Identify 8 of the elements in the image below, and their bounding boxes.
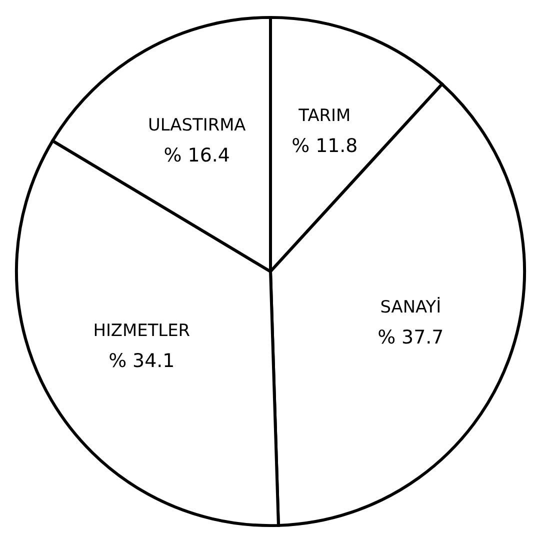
slice-label: HIZMETLER xyxy=(93,320,190,340)
slice-label: TARIM xyxy=(298,105,351,126)
data-label: % 34.1 xyxy=(108,350,175,372)
data-label: % 37.7 xyxy=(378,326,444,348)
data-label: % 16.4 xyxy=(164,144,230,166)
data-label: % 11.8 xyxy=(292,135,358,158)
slice-label: SANAYİ xyxy=(380,296,442,316)
slice-label: ULASTIRMA xyxy=(148,114,246,134)
